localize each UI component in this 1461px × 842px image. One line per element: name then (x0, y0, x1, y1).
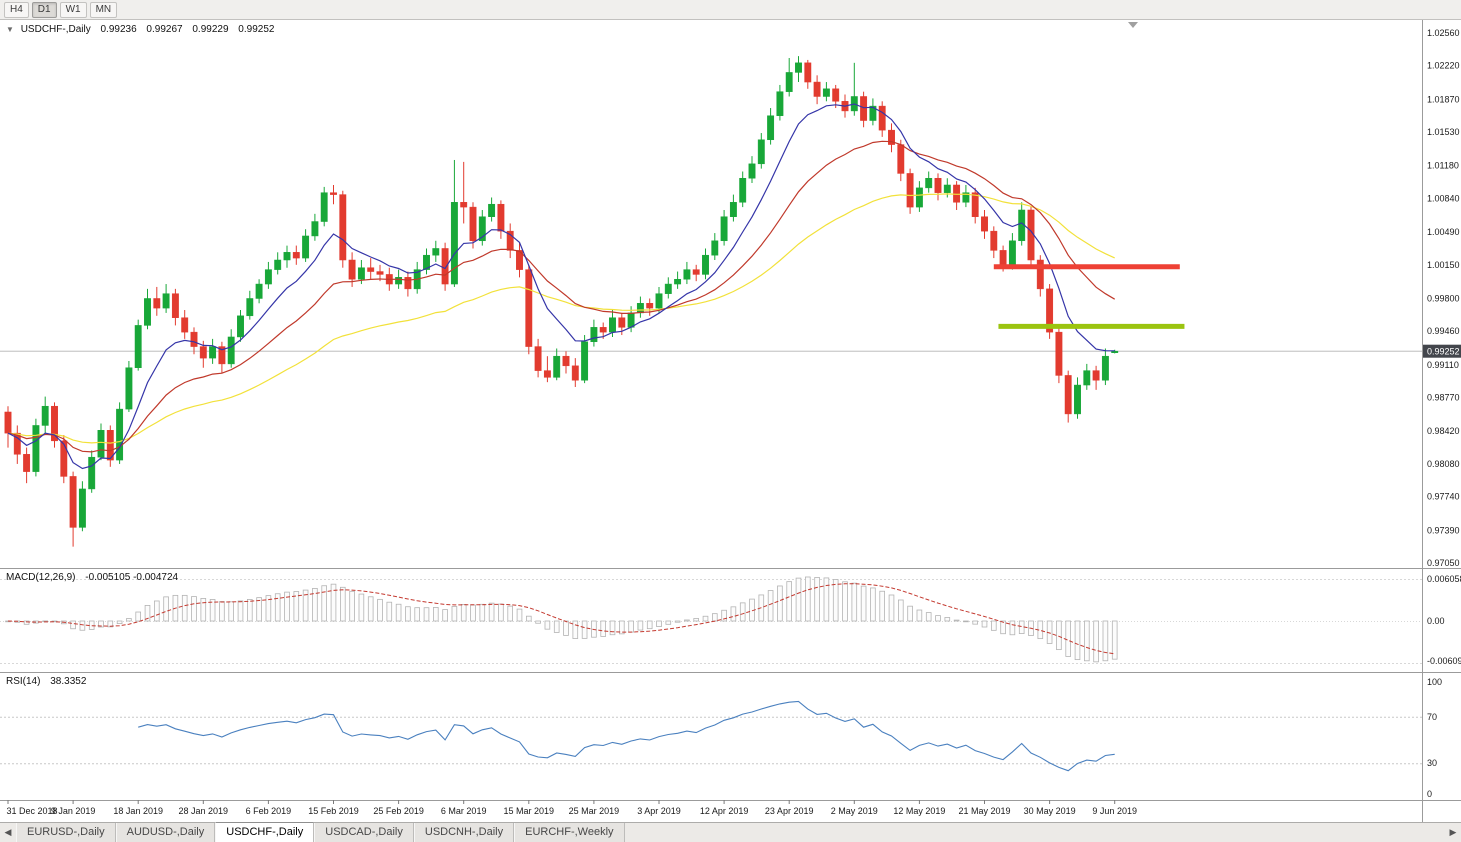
svg-text:25 Feb 2019: 25 Feb 2019 (373, 806, 424, 816)
chart-tab-audusd-daily[interactable]: AUDUSD-,Daily (115, 823, 216, 842)
timeframe-toolbar: H4 D1 W1 MN (0, 0, 1461, 20)
svg-text:1.01530: 1.01530 (1427, 127, 1460, 137)
svg-text:0.006058: 0.006058 (1427, 574, 1461, 584)
price-pane[interactable] (0, 22, 1422, 547)
price-axis[interactable]: 1.02560 1.02220 1.01870 1.01530 1.01180 1.008… (1423, 28, 1461, 568)
svg-text:100: 100 (1427, 677, 1442, 687)
ma-mid-line (7, 140, 1116, 453)
timeframe-button-d1[interactable]: D1 (31, 1, 57, 18)
chart-shift-marker-icon[interactable] (1128, 22, 1138, 28)
chart-tab-usdcad-daily[interactable]: USDCAD-,Daily (314, 823, 414, 842)
timeframe-button-mn[interactable]: MN (89, 1, 118, 18)
tab-scroll-left-button[interactable]: ◀ (4, 827, 12, 837)
chart-tab-usdcnh-daily[interactable]: USDCNH-,Daily (413, 823, 515, 842)
quote-close: 0.99252 (238, 24, 275, 35)
svg-text:9 Jun 2019: 9 Jun 2019 (1092, 806, 1137, 816)
svg-text:1.02560: 1.02560 (1427, 28, 1460, 38)
chart-tab-eurchf-weekly[interactable]: EURCHF-,Weekly (514, 823, 625, 842)
rsi-pane[interactable]: 100 70 30 0 (0, 677, 1442, 799)
rsi-name: RSI(14) (6, 676, 41, 687)
ma-fast-line (7, 103, 1115, 470)
svg-text:30 May 2019: 30 May 2019 (1024, 806, 1076, 816)
macd-histogram (5, 576, 1118, 663)
ma-slow-line (7, 193, 1115, 444)
svg-text:25 Mar 2019: 25 Mar 2019 (569, 806, 620, 816)
rsi-indicator-label: RSI(14) 38.3352 (6, 676, 86, 687)
svg-text:9 Jan 2019: 9 Jan 2019 (51, 806, 96, 816)
svg-text:6 Feb 2019: 6 Feb 2019 (246, 806, 292, 816)
svg-text:-0.006096: -0.006096 (1427, 656, 1461, 666)
svg-text:1.02220: 1.02220 (1427, 61, 1460, 71)
svg-text:0.98420: 0.98420 (1427, 426, 1460, 436)
svg-text:0: 0 (1427, 789, 1432, 799)
svg-text:21 May 2019: 21 May 2019 (958, 806, 1010, 816)
svg-text:0.00: 0.00 (1427, 616, 1445, 626)
svg-text:15 Mar 2019: 15 Mar 2019 (504, 806, 555, 816)
svg-text:0.98080: 0.98080 (1427, 459, 1460, 469)
macd-indicator-label: MACD(12,26,9) -0.005105 -0.004724 (6, 572, 178, 583)
quote-low: 0.99229 (192, 24, 229, 35)
current-price-tag (1423, 344, 1461, 358)
svg-text:2 May 2019: 2 May 2019 (831, 806, 878, 816)
svg-text:31 Dec 2018: 31 Dec 2018 (6, 806, 57, 816)
svg-text:0.97390: 0.97390 (1427, 525, 1460, 535)
svg-text:0.99252: 0.99252 (1427, 347, 1460, 357)
chart-tab-eurusd-daily[interactable]: EURUSD-,Daily (16, 823, 116, 842)
svg-text:18 Jan 2019: 18 Jan 2019 (113, 806, 163, 816)
svg-text:0.99110: 0.99110 (1427, 360, 1459, 370)
svg-text:6 Mar 2019: 6 Mar 2019 (441, 806, 487, 816)
macd-pane[interactable]: 0.006058 0.00 -0.006096 (0, 574, 1461, 666)
svg-text:1.00840: 1.00840 (1427, 193, 1460, 203)
rsi-value: 38.3352 (50, 676, 87, 687)
svg-text:12 Apr 2019: 12 Apr 2019 (700, 806, 749, 816)
tab-list: EURUSD-,Daily AUDUSD-,Daily USDCHF-,Daily U… (16, 822, 625, 842)
timeframe-button-h4[interactable]: H4 (4, 1, 29, 18)
svg-text:1.00490: 1.00490 (1427, 227, 1460, 237)
svg-text:0.98770: 0.98770 (1427, 393, 1460, 403)
macd-signal-line (7, 583, 1115, 655)
svg-text:1.01180: 1.01180 (1427, 161, 1459, 171)
svg-text:0.97740: 0.97740 (1427, 492, 1460, 502)
macd-name: MACD(12,26,9) (6, 572, 76, 583)
svg-text:0.99800: 0.99800 (1427, 293, 1460, 303)
svg-text:1.00150: 1.00150 (1427, 260, 1460, 270)
chart-tab-bar: ◀ EURUSD-,Daily AUDUSD-,Daily USDCHF-,Dail… (0, 822, 1461, 842)
chart-tab-usdchf-daily[interactable]: USDCHF-,Daily (215, 822, 315, 842)
macd-values: -0.005105 -0.004724 (85, 572, 179, 583)
svg-text:0.97050: 0.97050 (1427, 558, 1460, 568)
candles (4, 56, 1119, 547)
rsi-line (138, 700, 1115, 772)
timeframe-button-w1[interactable]: W1 (59, 1, 87, 18)
svg-text:30: 30 (1427, 758, 1437, 768)
svg-text:23 Apr 2019: 23 Apr 2019 (765, 806, 814, 816)
svg-text:12 May 2019: 12 May 2019 (893, 806, 945, 816)
svg-text:3 Apr 2019: 3 Apr 2019 (637, 806, 681, 816)
tab-scroll-right-button[interactable]: ▶ (1449, 827, 1457, 837)
quote-open: 0.99236 (100, 24, 137, 35)
tabbar-spacer (625, 823, 1445, 842)
svg-text:70: 70 (1427, 712, 1437, 722)
symbol-timeframe-label: USDCHF-,Daily (20, 24, 91, 35)
quote-high: 0.99267 (146, 24, 183, 35)
svg-text:28 Jan 2019: 28 Jan 2019 (179, 806, 229, 816)
svg-text:15 Feb 2019: 15 Feb 2019 (308, 806, 359, 816)
svg-text:0.99460: 0.99460 (1427, 326, 1460, 336)
svg-text:1.01870: 1.01870 (1427, 94, 1460, 104)
chart-title: ▼ USDCHF-,Daily 0.99236 0.99267 0.99229 … (6, 24, 274, 35)
collapse-arrow-icon[interactable]: ▼ (6, 25, 14, 34)
